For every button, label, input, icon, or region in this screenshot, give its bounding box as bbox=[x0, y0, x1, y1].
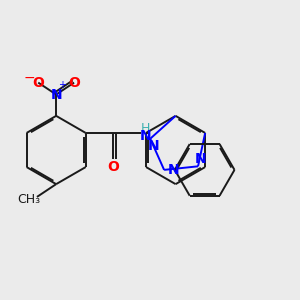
Text: O: O bbox=[32, 76, 44, 90]
Text: N: N bbox=[195, 152, 207, 167]
Text: O: O bbox=[107, 160, 119, 174]
Text: N: N bbox=[50, 88, 62, 101]
Text: H: H bbox=[141, 122, 150, 135]
Text: N: N bbox=[147, 139, 159, 152]
Text: N: N bbox=[168, 163, 179, 177]
Text: N: N bbox=[140, 129, 151, 143]
Text: O: O bbox=[68, 76, 80, 90]
Text: +: + bbox=[58, 80, 66, 90]
Text: −: − bbox=[23, 71, 35, 85]
Text: CH₃: CH₃ bbox=[18, 193, 41, 206]
